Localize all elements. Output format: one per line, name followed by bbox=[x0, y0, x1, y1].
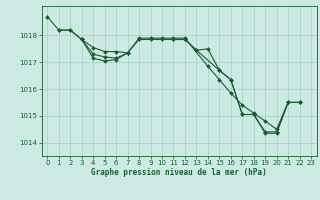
X-axis label: Graphe pression niveau de la mer (hPa): Graphe pression niveau de la mer (hPa) bbox=[91, 168, 267, 177]
